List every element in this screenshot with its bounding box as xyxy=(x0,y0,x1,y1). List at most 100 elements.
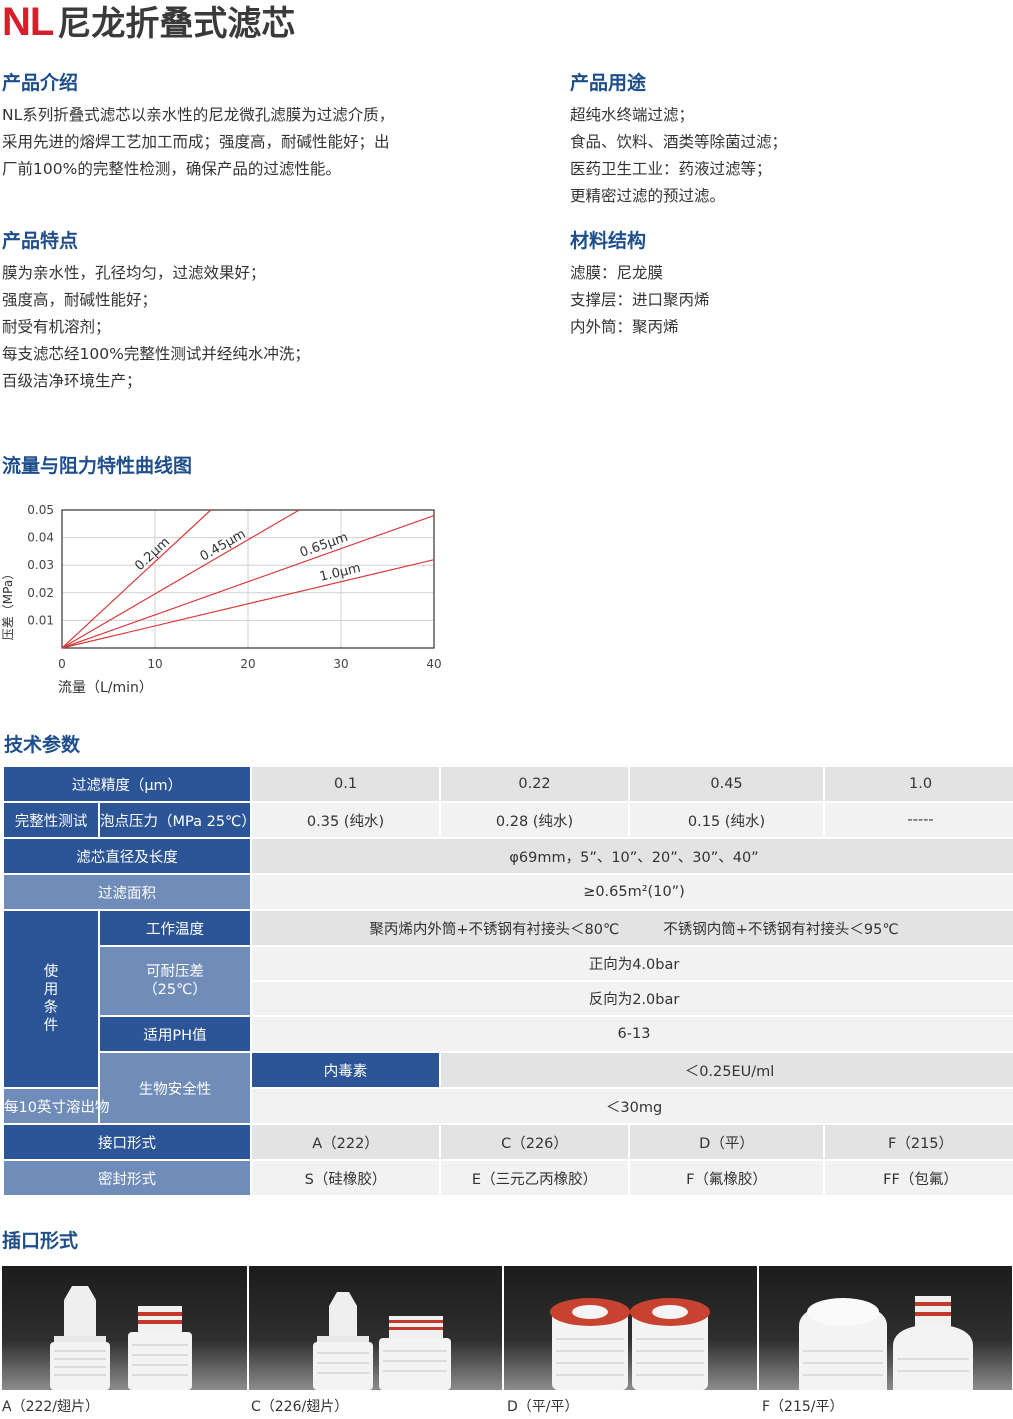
intro-line: 厂前100%的完整性检测，确保产品的过滤性能。 xyxy=(2,160,341,178)
materials-text: 滤膜：尼龙膜 支撑层：进口聚丙烯 内外筒：聚丙烯 xyxy=(570,260,710,341)
features-heading: 产品特点 xyxy=(2,230,79,252)
table-row: 密封形式 S（硅橡胶） E（三元乙丙橡胶） F（氟橡胶） FF（包氟） xyxy=(4,1161,1013,1197)
temp-value: 聚丙烯内外筒+不锈钢有衬接头＜80℃ 不锈钢内筒+不锈钢有衬接头＜95℃ xyxy=(252,911,1013,947)
temp-label: 工作温度 xyxy=(100,911,251,947)
port-photo-d xyxy=(504,1266,757,1390)
features-line: 强度高，耐碱性能好； xyxy=(2,291,158,309)
bio-safety-label: 生物安全性 xyxy=(100,1053,251,1125)
features-line: 耐受有机溶剂； xyxy=(2,318,111,336)
precision-value: 0.22 xyxy=(441,767,629,803)
port-caption-c: C（226/翅片） xyxy=(251,1399,349,1415)
bubble-point-value: 0.35 (纯水) xyxy=(252,803,440,839)
precision-value: 0.1 xyxy=(252,767,440,803)
materials-heading: 材料结构 xyxy=(570,230,647,252)
intro-text: NL系列折叠式滤芯以亲水性的尼龙微孔滤膜为过滤介质， 采用先进的熔焊工艺加工而成… xyxy=(2,102,394,183)
seal-value: FF（包氟） xyxy=(825,1161,1013,1197)
features-line: 百级洁净环境生产； xyxy=(2,372,142,390)
connector-value: A（222） xyxy=(252,1125,440,1161)
y-tick-label: 0.05 xyxy=(27,503,54,517)
materials-line: 滤膜：尼龙膜 xyxy=(570,264,664,282)
tech-heading: 技术参数 xyxy=(4,734,81,756)
table-row: 接口形式 A（222） C（226） D（平） F（215） xyxy=(4,1125,1013,1161)
seal-label: 密封形式 xyxy=(4,1161,251,1197)
connector-value: C（226） xyxy=(441,1125,629,1161)
integrity-label: 完整性测试 xyxy=(4,803,98,839)
use-conditions-label: 使用条件 xyxy=(4,911,98,1089)
connector-value: F（215） xyxy=(825,1125,1013,1161)
usage-line: 超纯水终端过滤； xyxy=(570,106,695,124)
area-label: 过滤面积 xyxy=(4,875,251,911)
series-line xyxy=(61,509,212,649)
y-tick-label: 0.04 xyxy=(27,531,54,545)
tech-spec-table: 过滤精度（μm） 0.1 0.22 0.45 1.0 完整性测试 泡点压力（MP… xyxy=(2,767,1013,1197)
connector-label: 接口形式 xyxy=(4,1125,251,1161)
bubble-point-value: ----- xyxy=(825,803,1013,839)
seal-value: S（硅橡胶） xyxy=(252,1161,440,1197)
page-title: NL 尼龙折叠式滤芯 xyxy=(2,0,295,44)
usage-line: 食品、饮料、酒类等除菌过滤； xyxy=(570,133,788,151)
x-tick-label: 20 xyxy=(240,657,255,671)
seal-value: F（氟橡胶） xyxy=(630,1161,824,1197)
size-label: 滤芯直径及长度 xyxy=(4,839,251,875)
features-line: 膜为亲水性，孔径均匀，过滤效果好； xyxy=(2,264,266,282)
y-axis-label: 压差（MPa） xyxy=(1,568,15,640)
y-tick-label: 0.01 xyxy=(27,613,54,627)
title-prefix: NL xyxy=(2,0,54,44)
table-row: 使用条件 工作温度 聚丙烯内外筒+不锈钢有衬接头＜80℃ 不锈钢内筒+不锈钢有衬接… xyxy=(4,911,1013,1089)
table-row: 反向为2.0bar xyxy=(4,982,1013,1017)
x-tick-label: 0 xyxy=(58,657,66,671)
materials-line: 支撑层：进口聚丙烯 xyxy=(570,291,710,309)
usage-line: 更精密过滤的预过滤。 xyxy=(570,187,726,205)
table-row: 生物安全性 内毒素 ＜0.25EU/ml xyxy=(4,1053,1013,1125)
seal-value: E（三元乙丙橡胶） xyxy=(441,1161,629,1197)
series-label: 1.0μm xyxy=(318,561,362,585)
intro-heading: 产品介绍 xyxy=(2,72,79,94)
size-value: φ69mm，5”、10”、20”、30”、40” xyxy=(252,839,1013,875)
port-photo-c xyxy=(249,1266,502,1390)
chart-heading: 流量与阻力特性曲线图 xyxy=(2,455,193,477)
port-photo-f xyxy=(759,1266,1012,1390)
x-tick-label: 40 xyxy=(426,657,441,671)
port-caption-d: D（平/平） xyxy=(507,1399,579,1415)
table-row: 适用PH值 6-13 xyxy=(4,1017,1013,1053)
flow-pressure-chart: 0 10 20 30 40 0.01 0.02 0.03 0.04 0.05 0.2μm 0.45μm… xyxy=(1,503,442,696)
title-main: 尼龙折叠式滤芯 xyxy=(57,4,296,44)
usage-line: 医药卫生工业：药液过滤等； xyxy=(570,160,772,178)
port-photo-a xyxy=(2,1266,247,1390)
series-line xyxy=(61,559,435,649)
port-caption-f: F（215/平） xyxy=(762,1399,844,1415)
precision-value: 1.0 xyxy=(825,767,1013,803)
port-caption-a: A（222/翅片） xyxy=(2,1399,100,1415)
usage-heading: 产品用途 xyxy=(570,72,647,94)
table-row: 每10英寸溶出物 ＜30mg xyxy=(4,1089,1013,1125)
x-tick-label: 30 xyxy=(333,657,348,671)
features-text: 膜为亲水性，孔径均匀，过滤效果好； 强度高，耐碱性能好； 耐受有机溶剂； 每支滤… xyxy=(2,260,310,395)
ph-value: 6-13 xyxy=(252,1017,1013,1053)
y-tick-label: 0.02 xyxy=(27,586,54,600)
table-row: 可耐压差 （25℃） 正向为4.0bar xyxy=(4,947,1013,1017)
usage-text: 超纯水终端过滤； 食品、饮料、酒类等除菌过滤； 医药卫生工业：药液过滤等； 更精… xyxy=(570,102,787,210)
features-line: 每支滤芯经100%完整性测试并经纯水冲洗； xyxy=(2,345,310,363)
endotoxin-label: 内毒素 xyxy=(252,1053,440,1089)
series-label: 0.45μm xyxy=(198,527,249,565)
bubble-point-label: 泡点压力（MPa 25℃） xyxy=(100,803,256,839)
endotoxin-value: ＜0.25EU/ml xyxy=(441,1053,1013,1089)
table-row: 完整性测试 泡点压力（MPa 25℃） 0.35 (纯水) 0.28 (纯水) … xyxy=(4,803,1013,839)
extractables-label: 每10英寸溶出物 xyxy=(4,1089,109,1125)
area-value: ≥0.65m²(10”) xyxy=(252,875,1013,911)
materials-line: 内外筒：聚丙烯 xyxy=(570,318,679,336)
table-row: 过滤精度（μm） 0.1 0.22 0.45 1.0 xyxy=(4,767,1013,803)
table-row: 过滤面积 ≥0.65m²(10”) xyxy=(4,875,1013,911)
intro-line: 采用先进的熔焊工艺加工而成；强度高，耐碱性能好；出 xyxy=(2,133,390,151)
ports-heading: 插口形式 xyxy=(2,1230,79,1252)
bubble-point-value: 0.15 (纯水) xyxy=(630,803,824,839)
connector-value: D（平） xyxy=(630,1125,824,1161)
table-row: 滤芯直径及长度 φ69mm，5”、10”、20”、30”、40” xyxy=(4,839,1013,875)
intro-line: NL系列折叠式滤芯以亲水性的尼龙微孔滤膜为过滤介质， xyxy=(2,106,395,124)
precision-label: 过滤精度（μm） xyxy=(4,767,251,803)
x-tick-label: 10 xyxy=(147,657,162,671)
precision-value: 0.45 xyxy=(630,767,824,803)
pressure-reverse-value: 反向为2.0bar xyxy=(252,982,1013,1017)
extractables-value: ＜30mg xyxy=(252,1089,1013,1125)
pressure-forward-value: 正向为4.0bar xyxy=(252,947,1013,982)
